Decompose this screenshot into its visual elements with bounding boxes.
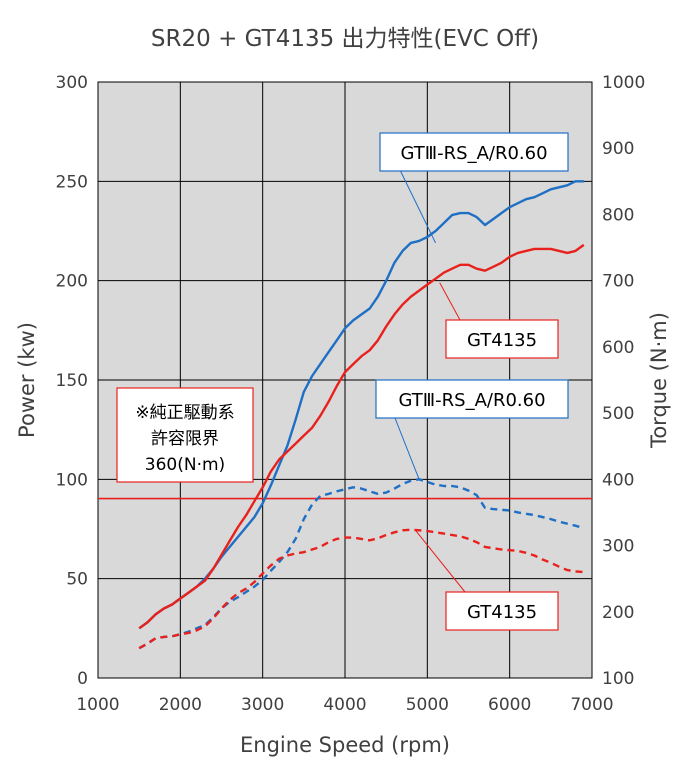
y-right-axis-label: Torque (N·m) [647,312,671,449]
series-group [138,180,585,650]
series-line-torque-gt4135 [138,528,584,650]
y-right-tick-label: 500 [602,404,634,424]
y-left-tick-label: 0 [77,669,88,689]
y-right-tick-label: 1000 [602,73,645,93]
callout-text-gt4135-torque: GT4135 [467,602,537,623]
limit-box-frame [116,387,254,483]
x-axis-label: Engine Speed (rpm) [240,733,450,757]
y-right-tick-label: 100 [602,669,634,689]
y-right-tick-label: 600 [602,338,634,358]
limit-box-line-2: 許容限界 [151,429,219,449]
x-tick-label: 7000 [570,695,613,715]
y-left-tick-label: 250 [56,172,88,192]
y-left-tick-label: 200 [56,272,88,292]
x-tick-label: 3000 [241,695,284,715]
y-left-tick-label: 300 [56,73,88,93]
annotations: GTⅢ-RS_A/R0.60 GT4135 GTⅢ-RS_A/R0.60 GT4… [375,132,569,631]
x-tick-label: 6000 [488,695,531,715]
limit-box-line-1: ※純正駆動系 [135,403,234,423]
leader-gt4135-power [439,282,461,321]
callout-text-gt3-power: GTⅢ-RS_A/R0.60 [400,143,547,164]
leader-gt3-torque [394,417,420,480]
y-left-tick-label: 150 [56,371,88,391]
y-left-tick-label: 50 [66,570,88,590]
y-left-axis-label: Power (kw) [15,322,39,438]
callout-box-gt3-torque [375,379,569,419]
callout-box-gt3-power [379,132,569,172]
x-tick-label: 5000 [406,695,449,715]
callout-box-gt4135-torque [445,591,559,631]
y-left-tick-label: 100 [56,470,88,490]
x-tick-labels: 1000 2000 3000 4000 5000 6000 7000 [76,695,613,715]
plot-frame [97,81,593,679]
callout-text-gt4135-power: GT4135 [467,330,537,351]
callout-box-gt4135-power [445,319,559,359]
y-right-tick-label: 300 [602,537,634,557]
x-tick-label: 1000 [76,695,119,715]
y-right-tick-labels: 100 200 300 400 500 600 700 800 900 1000 [602,73,645,689]
leader-gt4135-torque [414,529,466,593]
series-line-torque-gt3 [138,478,585,650]
y-right-tick-label: 400 [602,470,634,490]
x-tick-label: 2000 [159,695,202,715]
leader-gt3-power [399,169,437,244]
y-right-tick-label: 900 [602,139,634,159]
y-right-tick-label: 700 [602,272,634,292]
driveline-limit-box: ※純正駆動系 許容限界 360(N·m) [116,387,254,483]
series-line-power-gt4135 [138,243,585,630]
y-left-tick-labels: 0 50 100 150 200 250 300 [56,73,88,689]
callout-text-gt3-torque: GTⅢ-RS_A/R0.60 [398,390,545,411]
y-right-tick-label: 800 [602,205,634,225]
x-tick-label: 4000 [323,695,366,715]
chart-title: SR20 + GT4135 出力特性(EVC Off) [151,26,539,52]
y-right-tick-label: 200 [602,603,634,623]
limit-box-line-3: 360(N·m) [145,455,225,475]
